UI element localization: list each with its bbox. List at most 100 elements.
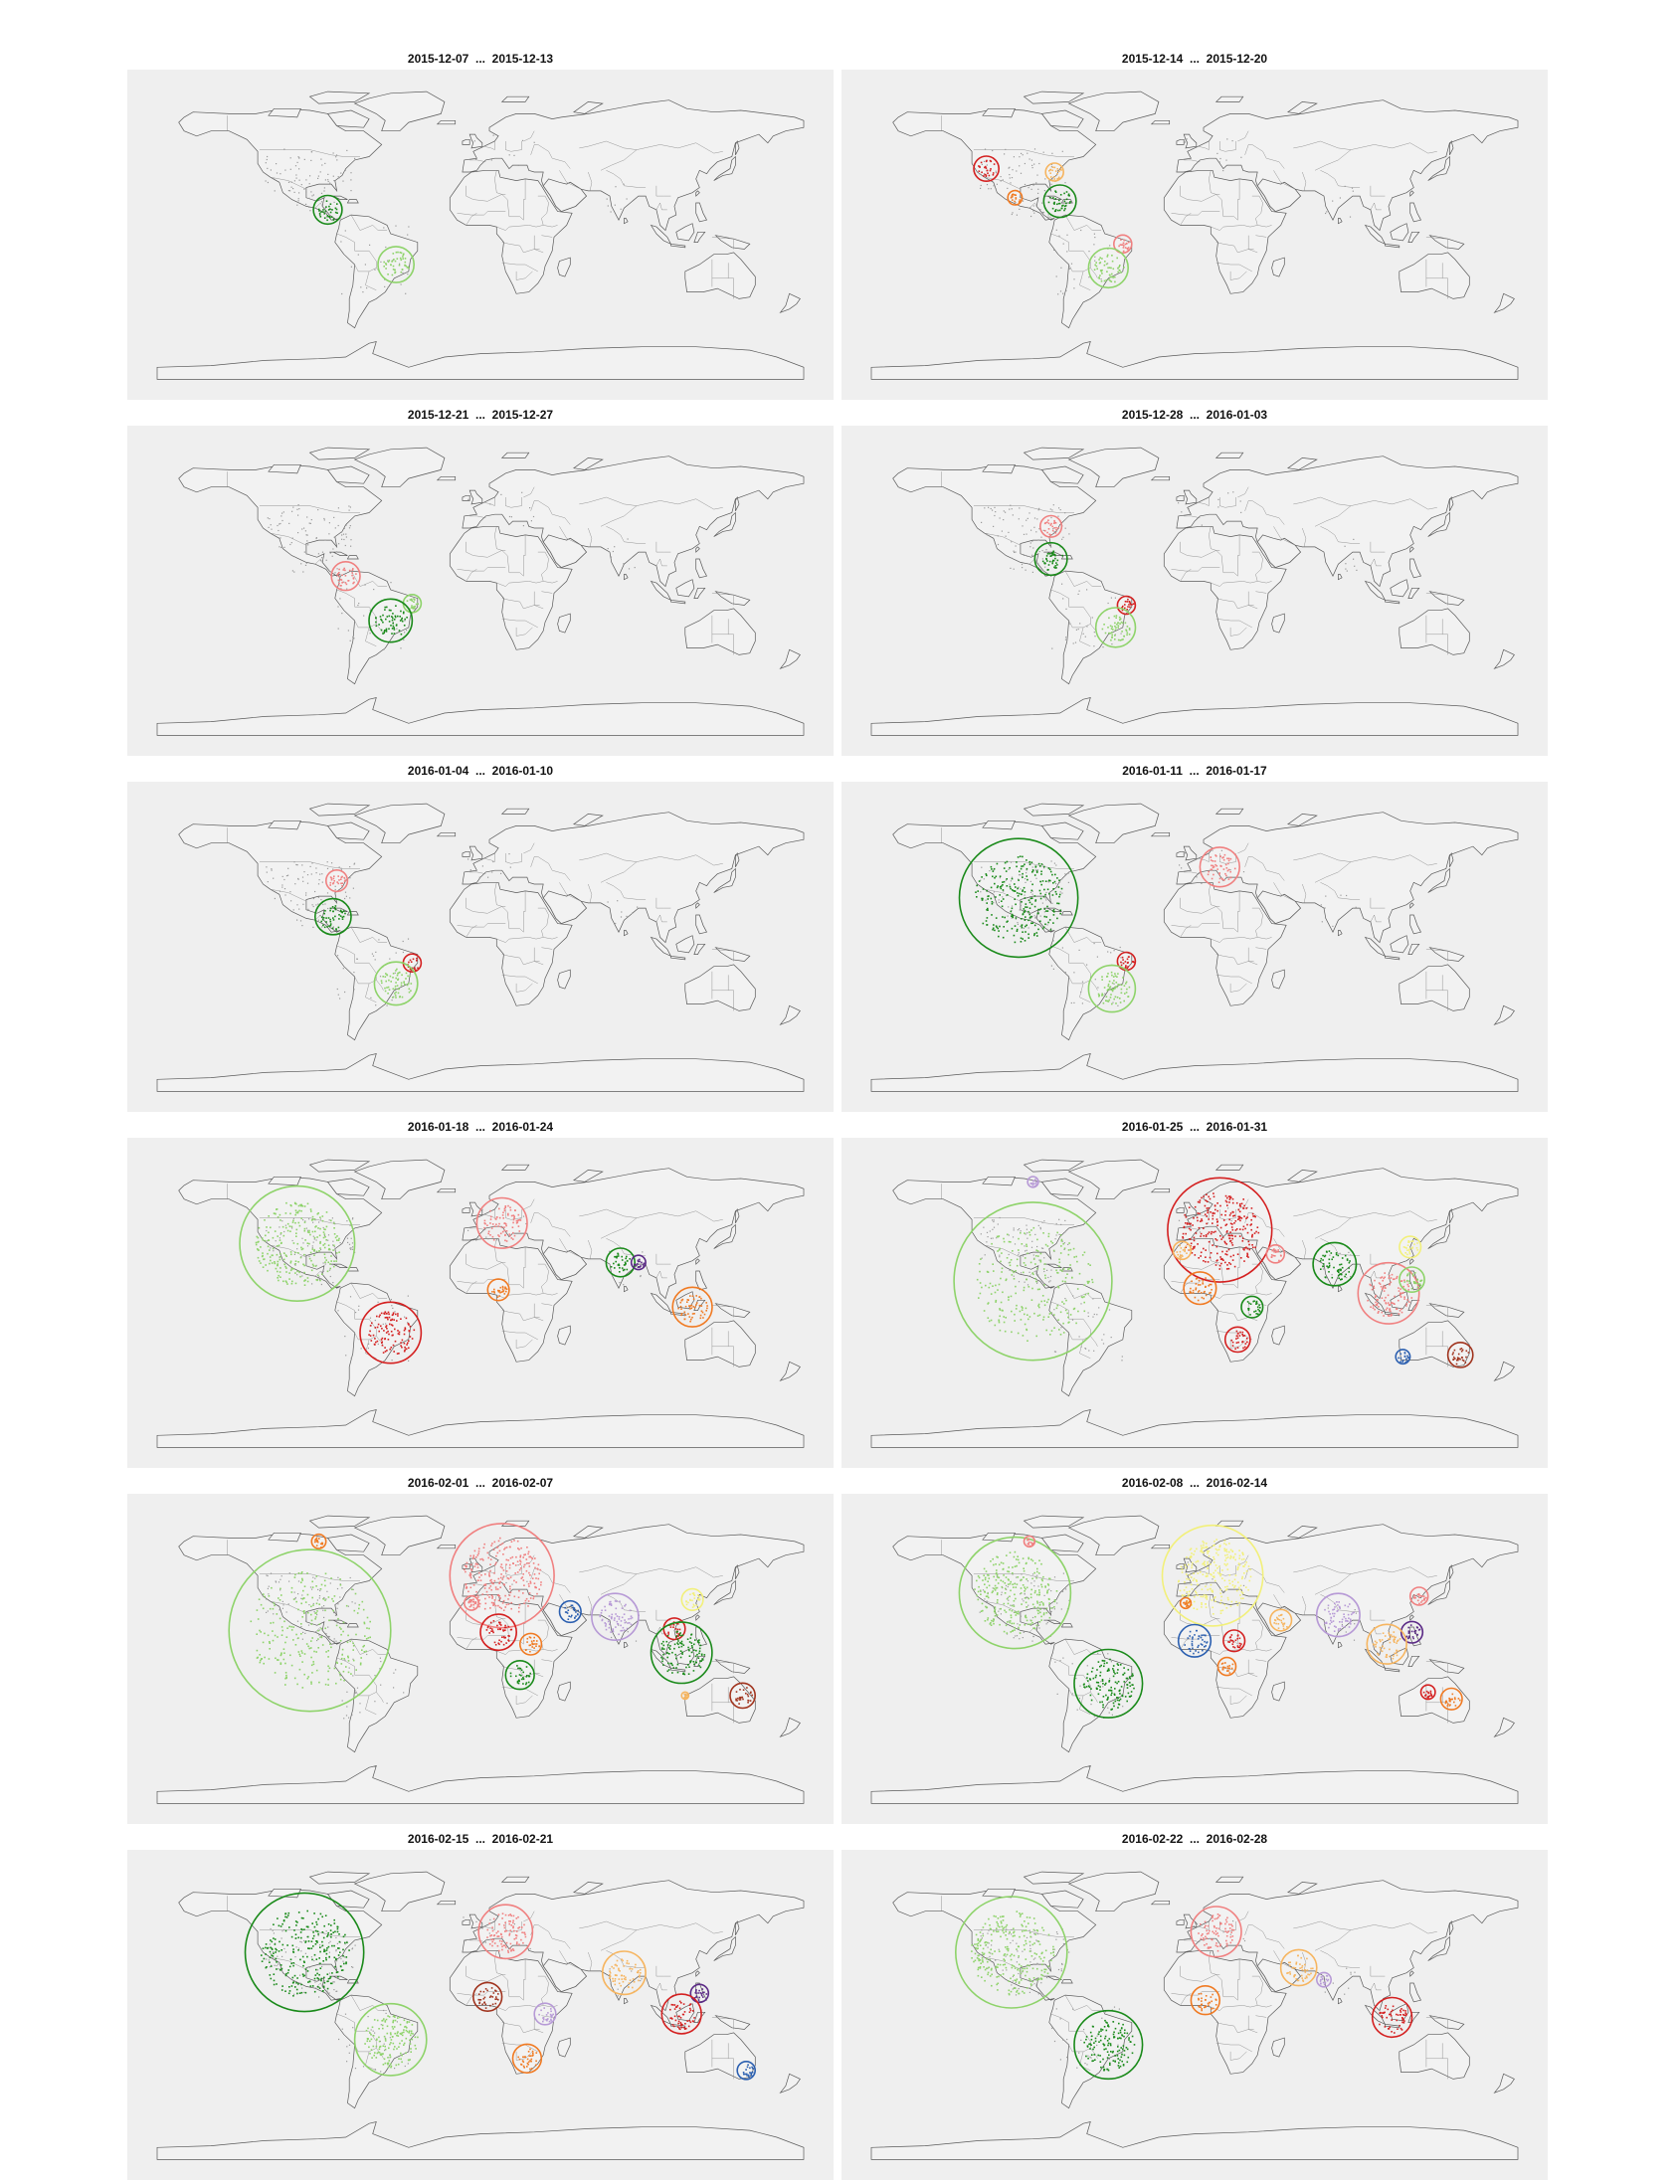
cluster-point [332,910,334,913]
cluster-point [1048,552,1051,555]
cluster-point [1030,1299,1033,1301]
background-point [295,863,297,866]
map-panel: 2015-12-14 ... 2015-12-20 [841,48,1548,400]
cluster-point [274,1634,277,1637]
background-point [348,509,350,511]
cluster-point [303,1221,306,1223]
background-point [475,158,477,160]
background-point [314,1577,316,1579]
cluster-point [703,1313,706,1316]
cluster-point [1339,1263,1341,1266]
background-point [275,1581,278,1583]
background-point [287,874,289,876]
landmass-ellesmere [308,447,371,460]
cluster-point [306,1593,309,1596]
cluster-point [321,1542,323,1545]
background-point [341,1700,343,1702]
cluster-point [1058,202,1061,205]
cluster-point [250,1620,253,1623]
cluster-point [1229,1255,1232,1258]
background-point [1018,1281,1021,1283]
cluster-point [987,907,989,910]
background-point [983,878,985,880]
cluster-point [1121,638,1123,641]
country-border [270,1244,306,1258]
cluster-circle [1183,1271,1217,1306]
cluster-point [1206,1215,1208,1217]
cluster-point [263,1662,265,1665]
cluster-point [1383,1315,1385,1317]
cluster-point [1050,1330,1053,1332]
background-point [315,904,317,906]
cluster-point [395,1313,397,1316]
background-point [1018,886,1020,888]
background-point [634,567,636,569]
cluster-point [1048,170,1050,172]
cluster-point [316,1212,319,1215]
cluster-point [1232,1211,1234,1213]
background-point [283,148,285,150]
cluster-point [1213,865,1215,868]
cluster-point [1010,910,1013,913]
cluster-point [493,1541,496,1544]
background-point [336,1607,338,1609]
cluster-point [255,1243,258,1246]
cluster-point [1101,993,1103,996]
cluster-point [1208,1231,1211,1233]
cluster-point [1031,1287,1033,1290]
cluster-point [1021,925,1023,927]
background-point [349,1224,351,1226]
cluster-point [1098,276,1100,278]
landmass-eurasia [462,455,805,588]
background-point [407,234,409,236]
cluster-point [280,1662,282,1664]
cluster-point [316,1610,318,1612]
background-point [1027,187,1029,189]
cluster-point [981,899,984,901]
background-point [1320,904,1322,906]
background-point [1009,508,1011,510]
background-point [304,564,307,566]
country-border [711,949,734,962]
cluster-point [1455,1363,1458,1365]
background-point [312,926,314,928]
background-point [298,168,300,170]
cluster-point [1072,1247,1075,1250]
cluster-point [1015,903,1017,906]
background-point [487,876,489,878]
cluster-point [342,1670,345,1673]
cluster-point [292,1639,294,1641]
cluster-point [509,1208,512,1211]
cluster-point [1015,198,1018,200]
cluster-point [1064,1280,1066,1283]
cluster-point [990,1293,993,1295]
cluster-point [300,1572,302,1574]
landmass-new-zealand [1493,1361,1515,1381]
background-point [999,517,1001,519]
background-point [1017,922,1019,924]
cluster-point [536,1592,538,1595]
landmass-taiwan [1409,1258,1414,1265]
cluster-point [689,1305,691,1307]
background-point [323,197,325,199]
background-point [996,183,998,185]
cluster-point [400,1342,402,1344]
cluster-point [1235,1338,1237,1340]
cluster-point [294,1213,296,1216]
cluster-point [626,1268,629,1271]
landmass-australia [684,608,756,655]
cluster-point [1039,920,1041,923]
cluster-point [1069,201,1071,203]
background-point [1240,511,1242,513]
cluster-point [1248,1248,1251,1251]
country-borders [941,115,1448,299]
background-point [383,227,385,229]
cluster-point [482,1558,484,1561]
cluster-point [1202,1280,1205,1282]
cluster-point [401,269,404,271]
landmass-australia [1399,608,1470,655]
landmass-java [670,1667,686,1673]
background-point [302,1219,304,1221]
cluster-point [365,1638,368,1640]
background-point [614,546,616,548]
